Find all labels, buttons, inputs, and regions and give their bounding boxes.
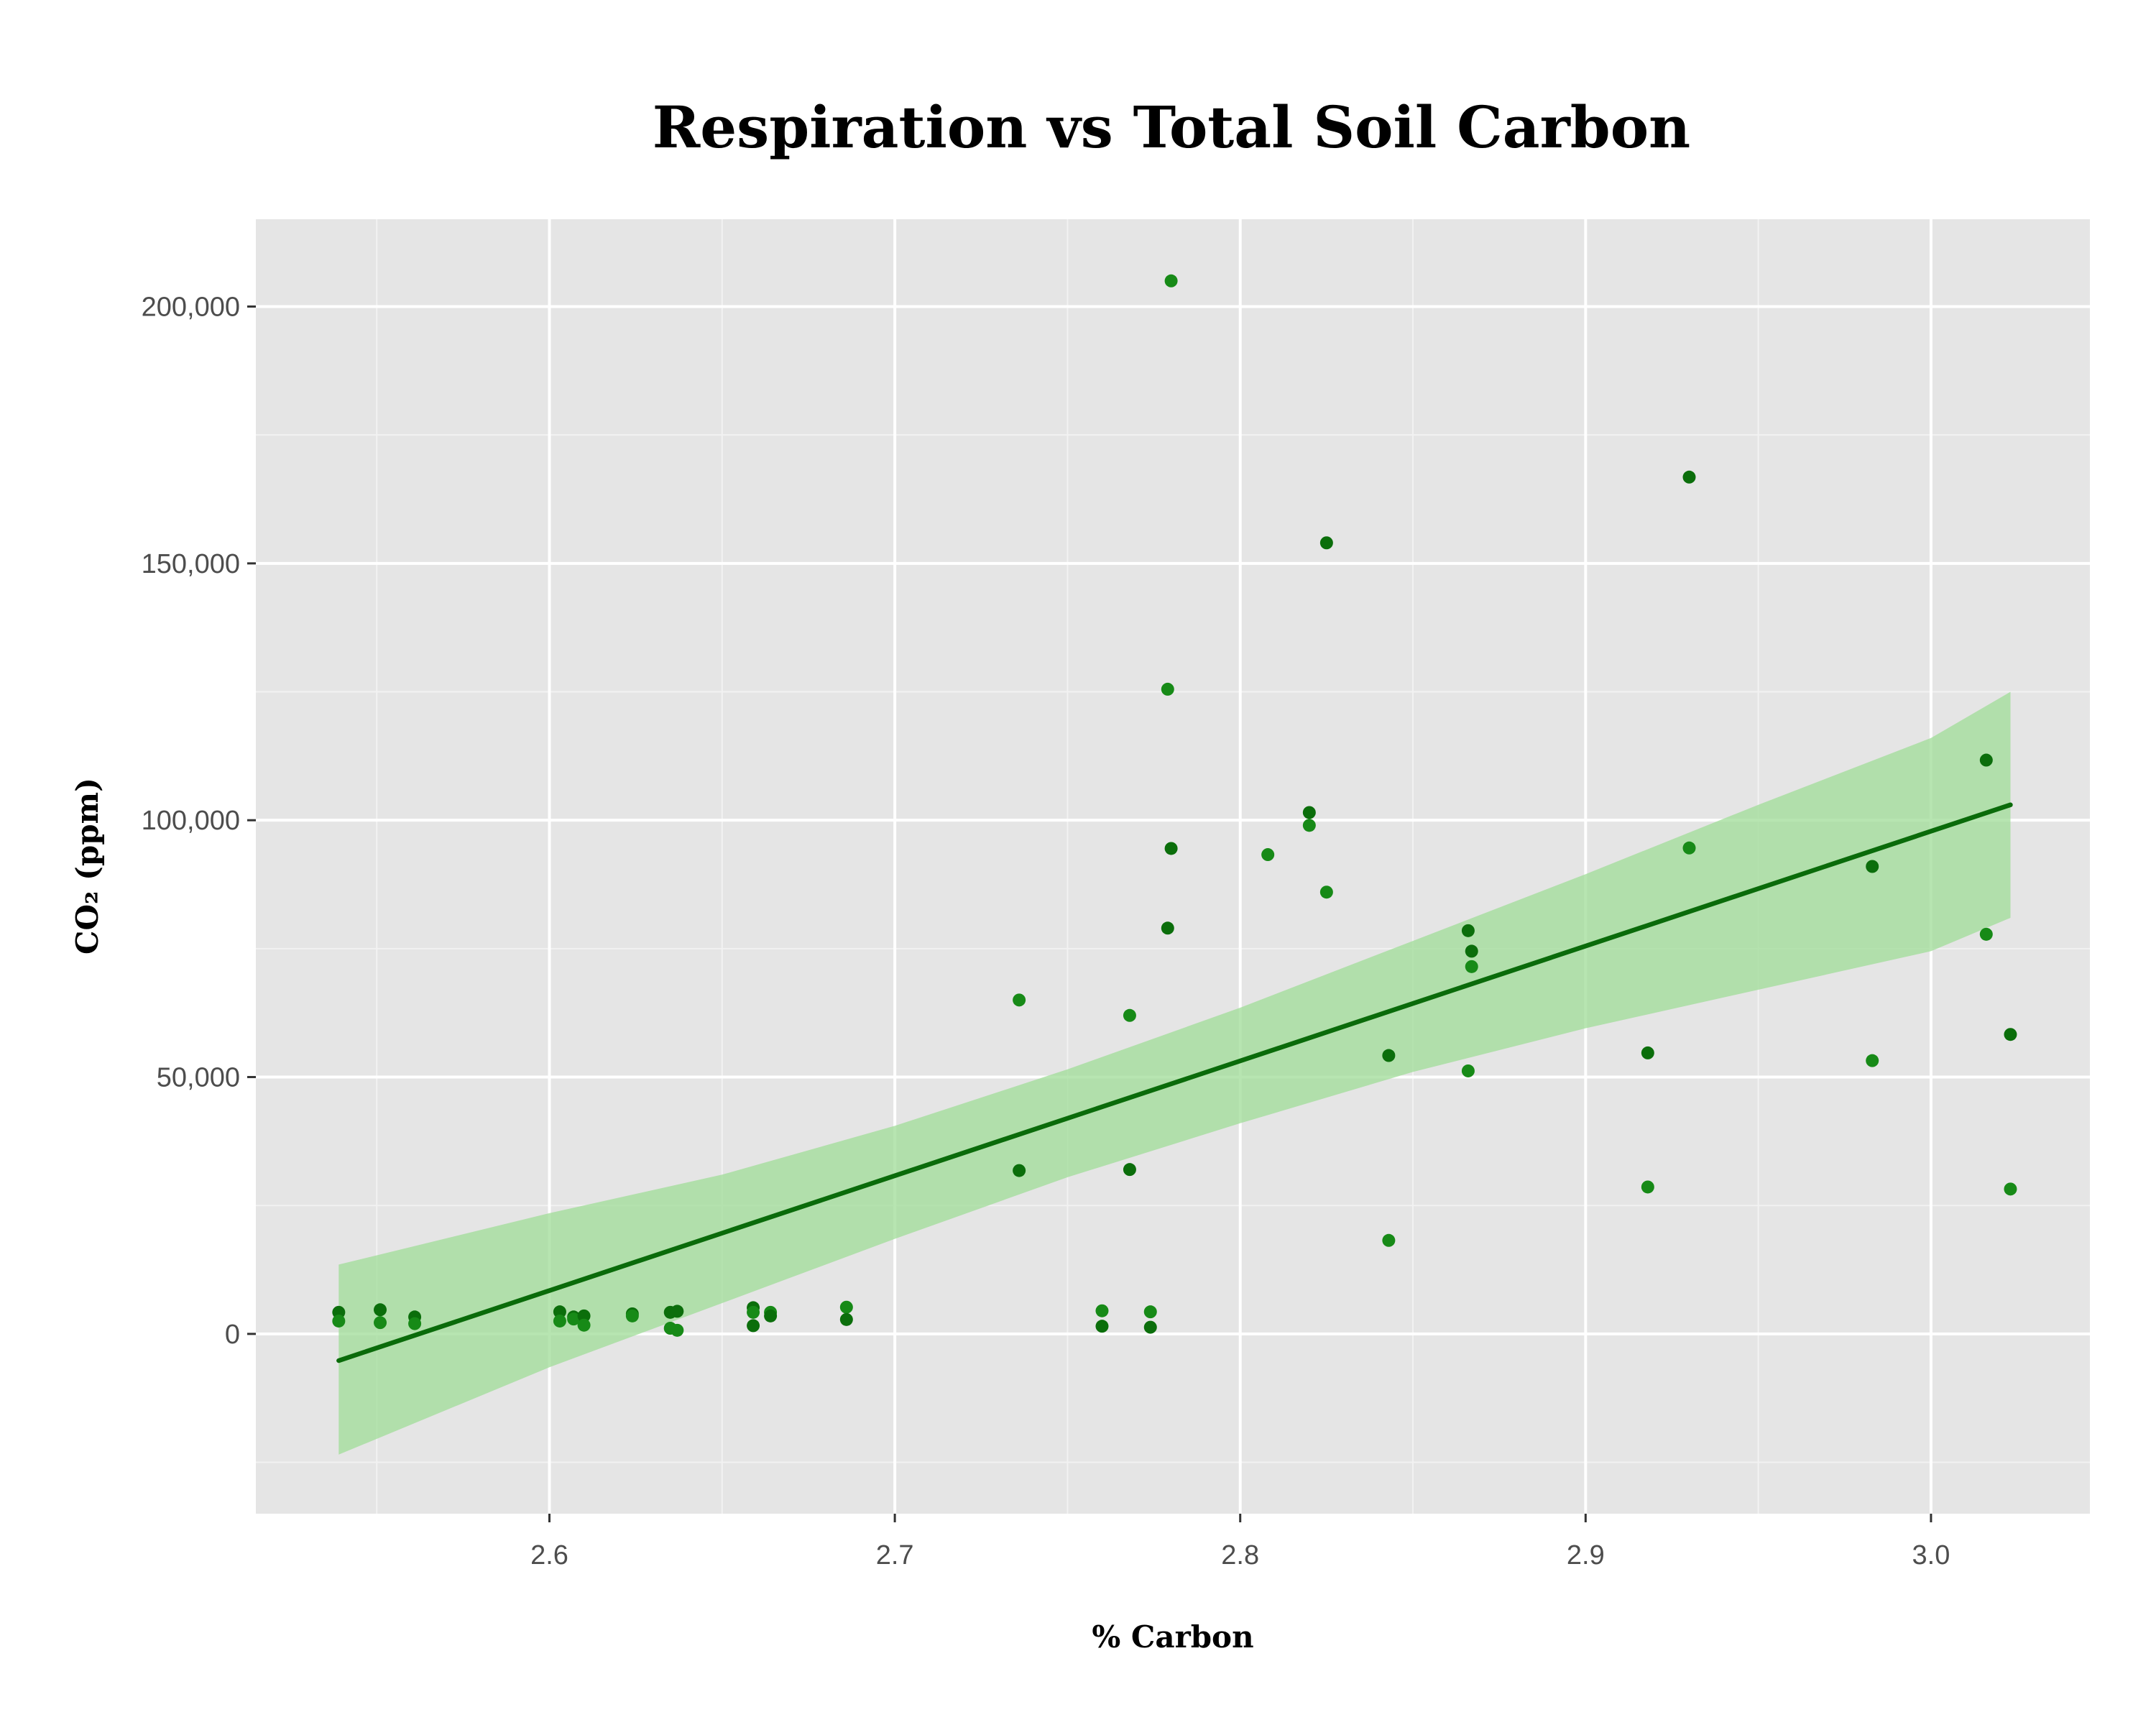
data-point (1382, 1049, 1396, 1062)
trend-line (336, 802, 2013, 1363)
data-point (408, 1317, 422, 1330)
data-point (1261, 848, 1275, 862)
data-point (747, 1319, 760, 1333)
x-axis-title: % Carbon (1092, 1619, 1253, 1655)
confidence-band (338, 691, 2011, 1455)
data-point (374, 1303, 387, 1317)
data-point (1302, 819, 1316, 832)
data-point (1866, 860, 1879, 873)
data-point (1123, 1163, 1136, 1177)
x-tick-label: 3.0 (1912, 1540, 1950, 1570)
data-point (1013, 993, 1026, 1007)
data-point (1013, 1164, 1026, 1177)
y-tick-label: 200,000 (142, 292, 240, 322)
data-point (1461, 924, 1475, 937)
data-point (1979, 753, 1993, 767)
y-tick-label: 0 (225, 1320, 240, 1350)
data-point (1164, 842, 1178, 855)
data-point (553, 1305, 566, 1319)
data-point (839, 1300, 853, 1314)
data-point (1161, 682, 1174, 696)
chart-title: Respiration vs Total Soil Carbon (653, 93, 1690, 161)
data-point (1161, 921, 1174, 935)
data-point (1302, 806, 1316, 819)
data-point (1095, 1320, 1109, 1333)
data-point (2004, 1028, 2017, 1041)
data-point (1465, 944, 1478, 958)
data-point (1866, 1054, 1879, 1067)
y-tick-label: 50,000 (157, 1063, 240, 1093)
data-point (577, 1318, 591, 1332)
data-point (1641, 1180, 1654, 1194)
y-axis: 0 50,000 100,000 150,000 200,000 (142, 292, 256, 1350)
data-point (1682, 841, 1696, 855)
data-point (839, 1312, 853, 1326)
data-points (332, 274, 2017, 1337)
data-point (747, 1305, 760, 1319)
data-point (577, 1309, 591, 1322)
data-point (567, 1312, 581, 1326)
data-point (671, 1305, 684, 1318)
data-point (1382, 1233, 1396, 1247)
y-axis-title: CO₂ (ppm) (70, 778, 105, 954)
data-point (671, 1323, 684, 1337)
x-tick-label: 2.9 (1567, 1540, 1605, 1570)
data-point (1682, 470, 1696, 484)
data-point (764, 1309, 778, 1322)
data-point (625, 1309, 639, 1322)
data-point (1123, 1008, 1136, 1022)
x-tick-label: 2.7 (876, 1540, 914, 1570)
y-tick-label: 100,000 (142, 806, 240, 836)
data-point (1461, 1064, 1475, 1077)
x-tick-label: 2.8 (1221, 1540, 1259, 1570)
data-point (1465, 960, 1478, 973)
data-point (1979, 927, 1993, 941)
data-point (374, 1316, 387, 1330)
data-point (1641, 1046, 1654, 1059)
data-point (553, 1314, 566, 1328)
minor-grid (256, 219, 2090, 1514)
x-tick-label: 2.6 (530, 1540, 568, 1570)
y-tick-label: 150,000 (142, 549, 240, 579)
x-axis: 2.6 2.7 2.8 2.9 3.0 (530, 1514, 1950, 1570)
data-point (1143, 1320, 1157, 1334)
data-point (1143, 1305, 1157, 1319)
data-point (1095, 1304, 1109, 1317)
data-point (332, 1314, 346, 1328)
data-point (1164, 274, 1178, 288)
data-point (1319, 886, 1333, 899)
data-point (2004, 1182, 2017, 1196)
data-point (1319, 536, 1333, 550)
